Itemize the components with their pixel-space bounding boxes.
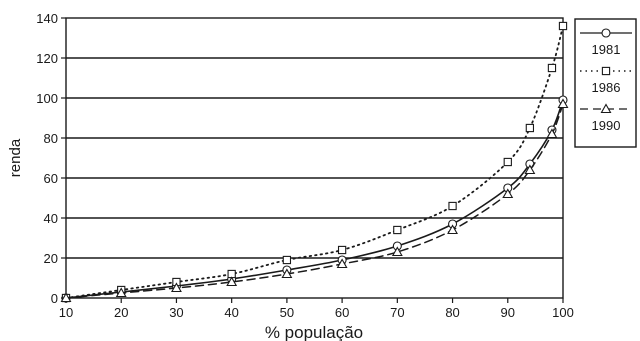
y-tick-label: 100 xyxy=(36,91,58,106)
y-tick-label: 20 xyxy=(44,251,58,266)
series-layer xyxy=(60,21,569,303)
legend-label: 1981 xyxy=(592,42,621,57)
legend-entry-1990: 1990 xyxy=(580,103,632,133)
data-point-1986 xyxy=(448,201,457,211)
y-axis-label: renda xyxy=(7,138,24,177)
x-tick-label: 30 xyxy=(169,305,183,320)
data-point-1990 xyxy=(524,164,536,175)
y-axis-ticks: 0 20 40 60 80 100 120 140 xyxy=(36,11,66,306)
y-tick-label: 120 xyxy=(36,51,58,66)
series-line-1986 xyxy=(65,25,564,299)
legend-label: 1986 xyxy=(592,80,621,95)
y-tick-label: 140 xyxy=(36,11,58,26)
x-tick-label: 70 xyxy=(390,305,404,320)
series-line-1981 xyxy=(65,99,564,299)
data-point-1990 xyxy=(447,224,458,235)
data-point-1990 xyxy=(226,276,238,287)
data-point-1990 xyxy=(502,188,514,199)
series-1986 xyxy=(61,21,568,303)
legend-entry-1981: 1981 xyxy=(580,28,632,57)
data-point-1986 xyxy=(525,123,535,133)
data-point-1986 xyxy=(282,255,292,265)
series-1981 xyxy=(61,95,568,303)
data-point-1986 xyxy=(393,225,402,235)
x-tick-label: 50 xyxy=(280,305,294,320)
data-point-1986 xyxy=(503,157,512,167)
data-point-1990 xyxy=(557,98,569,109)
data-point-1990 xyxy=(60,292,72,303)
x-tick-label: 90 xyxy=(501,305,515,320)
data-point-1990 xyxy=(546,128,558,139)
legend-marker xyxy=(600,103,612,114)
y-tick-label: 80 xyxy=(44,131,58,146)
legend: 1981 1986 1990 xyxy=(574,18,637,148)
legend-marker xyxy=(601,66,611,76)
gridlines xyxy=(66,57,563,259)
legend-entry-1986: 1986 xyxy=(580,66,632,95)
x-tick-label: 40 xyxy=(224,305,238,320)
x-tick-label: 100 xyxy=(552,305,574,320)
x-tick-label: 80 xyxy=(445,305,459,320)
x-tick-label: 10 xyxy=(59,305,73,320)
y-tick-label: 0 xyxy=(51,291,58,306)
series-1990 xyxy=(60,98,569,303)
data-point-1990 xyxy=(391,246,403,257)
y-tick-label: 40 xyxy=(44,211,58,226)
legend-frame xyxy=(574,18,637,148)
legend-marker xyxy=(601,28,611,38)
data-point-1986 xyxy=(558,21,568,31)
series-line-1990 xyxy=(65,103,564,299)
data-point-1990 xyxy=(281,268,293,279)
x-axis-ticks: 10 20 30 40 50 60 70 80 90 100 xyxy=(59,298,574,320)
x-axis-label: % população xyxy=(265,323,363,341)
legend-label: 1990 xyxy=(592,118,621,133)
data-point-1986 xyxy=(337,245,347,255)
data-point-1986 xyxy=(547,63,557,73)
y-tick-label: 60 xyxy=(44,171,58,186)
data-point-1990 xyxy=(336,258,348,269)
plot-area-frame xyxy=(65,17,564,299)
x-tick-label: 20 xyxy=(114,305,128,320)
x-tick-label: 60 xyxy=(335,305,349,320)
data-point-1990 xyxy=(115,287,127,298)
data-point-1990 xyxy=(171,282,182,293)
